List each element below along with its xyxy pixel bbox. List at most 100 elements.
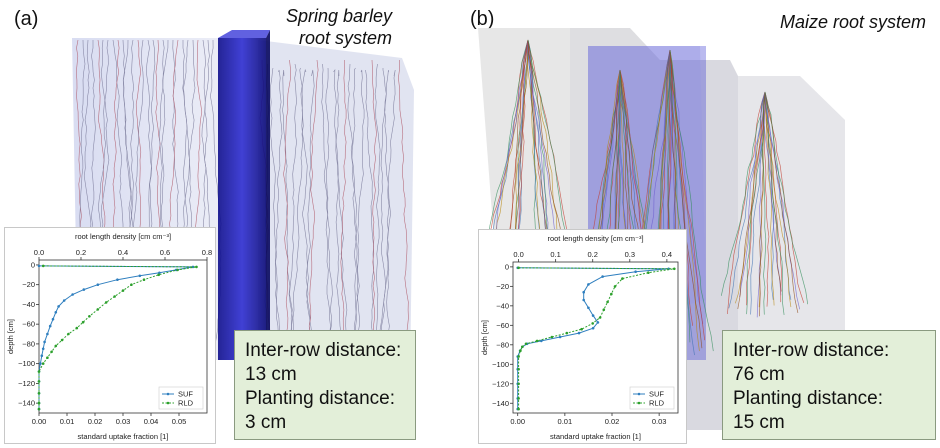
data-point-rld	[46, 356, 49, 359]
data-point-rld	[37, 392, 41, 395]
x-tick-label: 0.03	[116, 417, 131, 426]
data-point-rld	[75, 326, 79, 330]
data-point-suf	[43, 340, 46, 344]
inter-row-label: Inter-row distance:	[245, 340, 402, 361]
data-point-rld	[67, 332, 70, 336]
data-point-rld	[41, 264, 45, 268]
figure-panel-a: (a) Spring barley root system	[0, 0, 470, 444]
data-point-rld	[517, 407, 520, 411]
x2-axis-label: root length density [cm cm⁻³]	[75, 232, 171, 241]
x2-tick-label: 0.8	[202, 248, 212, 257]
data-point-rld	[591, 322, 594, 325]
panel-label: (a)	[14, 8, 39, 30]
data-point-rld	[41, 362, 45, 365]
data-point-rld	[60, 338, 64, 342]
x-tick-label: 0.03	[652, 417, 667, 426]
panel-caption: Spring barley root system	[286, 5, 392, 49]
y-tick-label: −120	[492, 379, 509, 388]
y-tick-label: −100	[18, 359, 35, 368]
y-tick-label: −20	[496, 282, 509, 291]
inter-row-value: 76 cm	[733, 364, 785, 385]
panel-caption: Maize root system	[780, 11, 926, 33]
y-tick-label: −80	[22, 339, 35, 348]
plot-frame	[512, 261, 679, 414]
data-point-rld	[88, 315, 91, 318]
y-tick-label: 0	[31, 260, 35, 269]
x-tick-label: 0.01	[558, 417, 573, 426]
data-point-rld	[37, 370, 41, 373]
series-line-rld	[38, 265, 197, 410]
x-tick-label: 0.01	[60, 417, 75, 426]
x-tick-label: 0.04	[144, 417, 159, 426]
x-tick-label: 0.00	[510, 417, 525, 426]
data-point-rld	[673, 267, 676, 271]
data-point-rld	[647, 271, 650, 274]
x2-tick-label: 0.3	[625, 250, 635, 259]
data-point-rld	[113, 295, 116, 298]
data-point-rld	[54, 344, 58, 348]
y-tick-label: −120	[18, 379, 35, 388]
legend-marker	[637, 401, 641, 405]
x-tick-label: 0.05	[172, 417, 187, 426]
x-tick-label: 0.02	[88, 417, 103, 426]
data-point-rld	[130, 283, 133, 286]
data-point-rld	[121, 289, 125, 292]
planting-distance-label: Planting distance:	[245, 388, 395, 409]
series-line-rld	[518, 267, 675, 410]
panel-label: (b)	[470, 8, 495, 30]
data-point-suf	[57, 305, 60, 308]
data-point-rld	[517, 367, 520, 371]
planting-distance-label: Planting distance:	[733, 388, 883, 409]
data-point-rld	[37, 380, 41, 383]
inter-row-value: 13 cm	[245, 364, 297, 385]
data-point-suf	[587, 306, 590, 310]
data-point-suf	[71, 293, 74, 296]
x2-tick-label: 0.2	[76, 248, 86, 257]
planting-distance-value: 15 cm	[733, 412, 785, 433]
data-point-suf	[46, 332, 49, 336]
data-point-rld	[580, 327, 583, 331]
x2-tick-label: 0.6	[160, 248, 170, 257]
data-point-rld	[37, 407, 41, 411]
data-point-rld	[606, 300, 609, 304]
data-point-suf	[62, 299, 66, 302]
data-point-rld	[517, 382, 520, 386]
x-tick-label: 0.02	[605, 417, 620, 426]
y-tick-label: −140	[18, 399, 35, 408]
y-tick-label: −60	[22, 320, 35, 329]
data-point-suf	[51, 317, 55, 321]
data-point-rld	[96, 308, 100, 311]
caption-line: Maize root system	[779, 12, 926, 32]
data-point-suf	[82, 288, 86, 291]
x2-tick-label: 0.0	[513, 250, 523, 259]
x2-tick-label: 0.4	[118, 248, 128, 257]
figure-panel-b: (b) Maize root system 0.00 0.01 0.02 0.03 0.…	[470, 0, 940, 444]
data-point-suf	[116, 278, 119, 281]
y-tick-label: −40	[496, 301, 509, 310]
data-point-suf	[596, 321, 600, 324]
data-point-rld	[610, 292, 613, 296]
data-point-suf	[591, 326, 595, 330]
data-point-suf	[582, 290, 585, 294]
data-point-rld	[37, 401, 41, 405]
data-point-suf	[587, 283, 590, 286]
data-point-rld	[621, 277, 624, 280]
y-axis-label: depth [cm]	[480, 320, 489, 355]
data-point-rld	[519, 349, 522, 352]
y-axis-label: depth [cm]	[6, 319, 15, 354]
data-point-suf	[601, 275, 604, 278]
info-box: Inter-row distance: 76 cm Planting dista…	[722, 330, 936, 440]
series-line-suf	[517, 267, 669, 410]
data-point-suf	[577, 331, 581, 335]
depth-profile-chart-a: 0.00 0.01 0.02 0.03 0.04 0.05 0.0 0.2 0.4 0.6 0.8 0…	[4, 227, 216, 444]
x2-tick-label: 0.1	[550, 250, 560, 259]
data-point-suf	[591, 314, 595, 317]
highlight-column	[218, 38, 266, 360]
data-point-rld	[598, 316, 602, 319]
y-tick-label: −60	[496, 321, 509, 330]
data-point-rld	[81, 320, 85, 324]
legend-label: SUF	[649, 390, 664, 399]
x2-tick-label: 0.4	[662, 250, 672, 259]
data-point-rld	[550, 335, 554, 339]
data-point-rld	[157, 273, 160, 277]
